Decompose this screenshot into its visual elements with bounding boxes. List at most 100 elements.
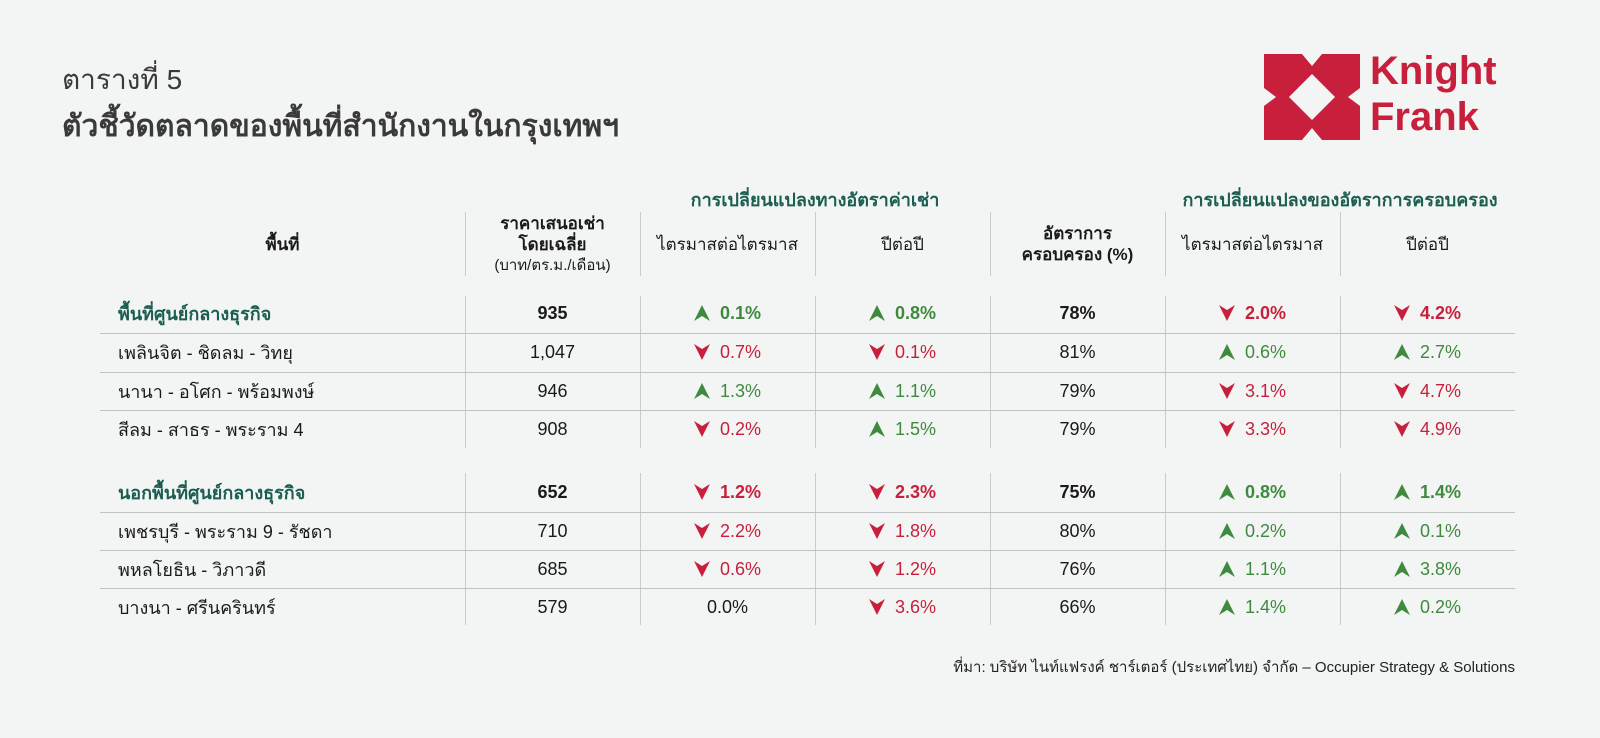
arrow-down-icon bbox=[693, 421, 710, 437]
change-value: 0.8% bbox=[894, 302, 937, 323]
change-value: 4.2% bbox=[1419, 302, 1462, 323]
asking-rent: 579 bbox=[537, 596, 568, 617]
asking-rent: 935 bbox=[537, 302, 568, 323]
occupancy-rate: 80% bbox=[1059, 520, 1096, 541]
row-divider bbox=[100, 333, 1515, 334]
arrow-down-icon bbox=[1218, 421, 1235, 437]
change-value: 4.7% bbox=[1419, 380, 1462, 401]
occupancy-change-group-header: การเปลี่ยนแปลงของอัตราการครอบครอง bbox=[1182, 190, 1498, 210]
arrow-down-icon bbox=[1393, 383, 1410, 399]
occ-qoq-change: 3.1% bbox=[1165, 373, 1340, 409]
change-value: 1.4% bbox=[1244, 596, 1287, 617]
table-number: ตารางที่ 5 bbox=[62, 64, 183, 95]
header-price-line2: โดยเฉลี่ย bbox=[518, 234, 587, 254]
column-divider bbox=[1340, 212, 1341, 276]
area-name: พหลโยธิน - วิภาวดี bbox=[118, 559, 267, 580]
change-value: 1.1% bbox=[1244, 558, 1287, 579]
rent-yoy-change: 1.5% bbox=[815, 411, 990, 447]
rent-yoy-change: 0.1% bbox=[815, 334, 990, 370]
change-value: 3.3% bbox=[1244, 418, 1287, 439]
area-name: เพลินจิต - ชิดลม - วิทยุ bbox=[118, 342, 293, 363]
column-divider bbox=[640, 473, 641, 625]
header-price: ราคาเสนอเช่า โดยเฉลี่ย (บาท/ตร.ม./เดือน) bbox=[465, 210, 640, 278]
change-value: 0.2% bbox=[1244, 520, 1287, 541]
change-value: 0.6% bbox=[719, 558, 762, 579]
occ-qoq-change: 2.0% bbox=[1165, 295, 1340, 331]
arrow-down-icon bbox=[868, 344, 885, 360]
row-divider bbox=[100, 410, 1515, 411]
occupancy-rate: 81% bbox=[1059, 341, 1096, 362]
occ-yoy-change: 4.9% bbox=[1340, 411, 1515, 447]
asking-rent: 685 bbox=[537, 558, 568, 579]
change-value: 3.8% bbox=[1419, 558, 1462, 579]
header-occupancy-line1: อัตราการ bbox=[1043, 224, 1112, 243]
asking-rent: 710 bbox=[537, 520, 568, 541]
occupancy-rate: 78% bbox=[1059, 302, 1096, 323]
header-occupancy: อัตราการครอบครอง (%) bbox=[990, 210, 1165, 278]
arrow-up-icon bbox=[1393, 561, 1410, 577]
occupancy-rate: 75% bbox=[1059, 481, 1096, 502]
arrow-down-icon bbox=[1218, 305, 1235, 321]
rent-qoq-change: 0.7% bbox=[640, 334, 815, 370]
rent-yoy-change: 2.3% bbox=[815, 474, 990, 510]
column-divider bbox=[465, 212, 466, 276]
change-value: 2.3% bbox=[894, 481, 937, 502]
arrow-down-icon bbox=[693, 484, 710, 500]
header-occupancy-line2: ครอบครอง (%) bbox=[1021, 245, 1134, 264]
rent-yoy-change: 1.1% bbox=[815, 373, 990, 409]
change-value: 2.0% bbox=[1244, 302, 1287, 323]
column-divider bbox=[1340, 473, 1341, 625]
knight-frank-logo: Knight Frank bbox=[1262, 49, 1522, 147]
column-divider bbox=[990, 473, 991, 625]
change-value: 0.2% bbox=[719, 418, 762, 439]
arrow-down-icon bbox=[693, 344, 710, 360]
page-title: ตัวชี้วัดตลาดของพื้นที่สำนักงานในกรุงเทพ… bbox=[62, 110, 620, 143]
change-value: 1.1% bbox=[894, 380, 937, 401]
row-divider bbox=[100, 512, 1515, 513]
logo-line-2: Frank bbox=[1370, 95, 1479, 139]
arrow-up-icon bbox=[1393, 599, 1410, 615]
rent-qoq-change: 0.1% bbox=[640, 295, 815, 331]
change-value: 0.2% bbox=[1419, 596, 1462, 617]
occ-qoq-change: 3.3% bbox=[1165, 411, 1340, 447]
row-divider bbox=[100, 372, 1515, 373]
header-rent-qoq: ไตรมาสต่อไตรมาส bbox=[657, 234, 798, 254]
rent-qoq-change: 0.2% bbox=[640, 411, 815, 447]
arrow-down-icon bbox=[1393, 421, 1410, 437]
occ-yoy-change: 4.7% bbox=[1340, 373, 1515, 409]
occ-qoq-change: 1.1% bbox=[1165, 551, 1340, 587]
change-value: 0.7% bbox=[719, 341, 762, 362]
logo-text: Knight Frank bbox=[1370, 48, 1497, 140]
rent-qoq-change: 2.2% bbox=[640, 513, 815, 549]
header-price-line1: ราคาเสนอเช่า bbox=[500, 213, 605, 233]
header-rent-yoy: ปีต่อปี bbox=[881, 234, 924, 254]
header-area: พื้นที่ bbox=[265, 234, 300, 254]
column-divider bbox=[640, 212, 641, 276]
change-value: 3.6% bbox=[894, 596, 937, 617]
asking-rent: 908 bbox=[537, 418, 568, 439]
arrow-up-icon bbox=[1393, 344, 1410, 360]
column-divider bbox=[1165, 473, 1166, 625]
arrow-up-icon bbox=[1218, 523, 1235, 539]
change-value: 4.9% bbox=[1419, 418, 1462, 439]
arrow-up-icon bbox=[868, 421, 885, 437]
change-value: 0.0% bbox=[706, 596, 749, 617]
header-occ-yoy: ปีต่อปี bbox=[1406, 234, 1449, 254]
rent-qoq-change: 1.3% bbox=[640, 373, 815, 409]
change-value: 0.8% bbox=[1244, 481, 1287, 502]
occ-yoy-change: 0.2% bbox=[1340, 589, 1515, 625]
area-name: เพชรบุรี - พระราม 9 - รัชดา bbox=[118, 521, 333, 542]
column-divider bbox=[815, 473, 816, 625]
change-value: 3.1% bbox=[1244, 380, 1287, 401]
row-divider bbox=[100, 550, 1515, 551]
rent-qoq-change: 1.2% bbox=[640, 474, 815, 510]
arrow-up-icon bbox=[693, 383, 710, 399]
change-value: 1.2% bbox=[894, 558, 937, 579]
change-value: 0.1% bbox=[1419, 520, 1462, 541]
asking-rent: 1,047 bbox=[529, 341, 576, 362]
change-value: 2.2% bbox=[719, 520, 762, 541]
change-value: 1.4% bbox=[1419, 481, 1462, 502]
arrow-up-icon bbox=[1218, 484, 1235, 500]
occupancy-rate: 76% bbox=[1059, 558, 1096, 579]
occ-yoy-change: 0.1% bbox=[1340, 513, 1515, 549]
